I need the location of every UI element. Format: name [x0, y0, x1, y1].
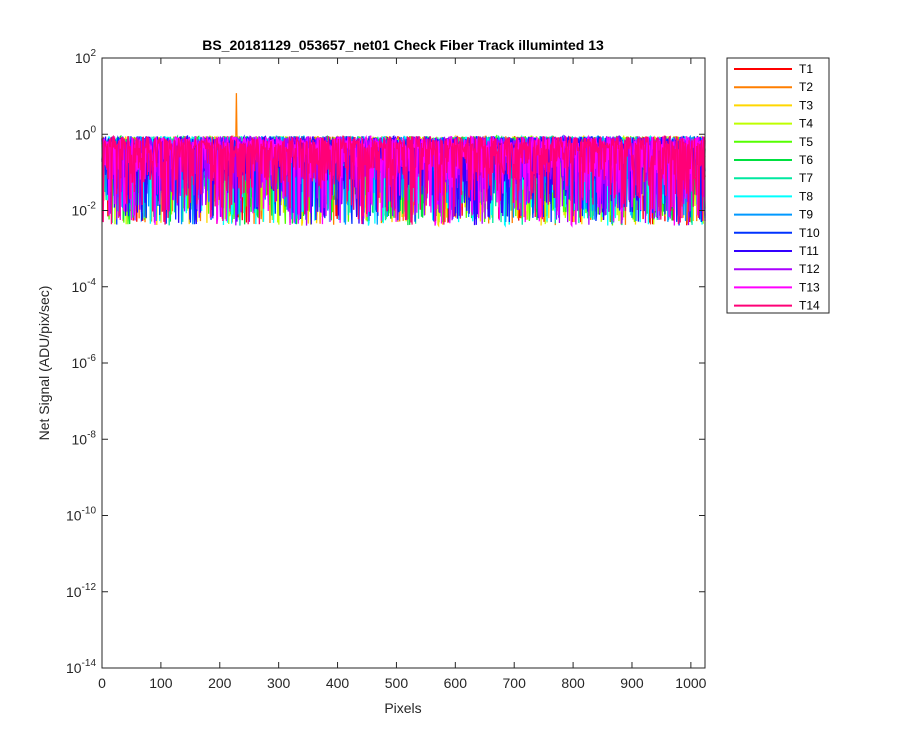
- y-tick-label: 10-12: [66, 582, 96, 600]
- legend-label: T5: [799, 135, 813, 149]
- y-tick-base: 10: [72, 355, 88, 371]
- x-tick-label: 0: [98, 675, 106, 691]
- y-tick-label: 10-14: [66, 658, 96, 676]
- y-tick-exponent: -14: [82, 658, 97, 669]
- x-tick-label: 600: [444, 675, 468, 691]
- legend: T1 T2 T3 T4 T5 T6 T7 T8 T9 T10 T11 T12 T13 T14: [726, 57, 830, 314]
- series-line-t14: [101, 134, 706, 225]
- legend-label: T11: [799, 244, 819, 258]
- y-tick-label: 102: [75, 48, 97, 66]
- legend-label: T10: [799, 226, 820, 240]
- legend-label: T14: [799, 299, 820, 313]
- legend-label: T7: [799, 171, 813, 185]
- y-tick-base: 10: [66, 584, 82, 600]
- y-tick-exponent: -2: [87, 201, 96, 212]
- x-axis-label: Pixels: [384, 700, 421, 716]
- legend-label: T8: [799, 189, 813, 203]
- y-tick-base: 10: [66, 660, 82, 676]
- x-tick-label: 100: [149, 675, 173, 691]
- x-axis: 0 100 200 300 400 500 600 700 800 900 1000: [98, 58, 707, 691]
- y-tick-label: 10-8: [72, 429, 97, 447]
- legend-label: T3: [799, 98, 813, 112]
- y-tick-label: 100: [75, 124, 97, 142]
- x-tick-label: 900: [620, 675, 644, 691]
- y-tick-label: 10-10: [66, 506, 96, 524]
- x-tick-label: 500: [385, 675, 409, 691]
- legend-items: T1 T2 T3 T4 T5 T6 T7 T8 T9 T10 T11 T12 T13 T14: [734, 62, 820, 313]
- x-tick-label: 200: [208, 675, 232, 691]
- y-tick-base: 10: [72, 203, 88, 219]
- y-tick-base: 10: [66, 508, 82, 524]
- y-tick-base: 10: [75, 126, 91, 142]
- y-axis-label: Net Signal (ADU/pix/sec): [36, 286, 52, 441]
- y-tick-label: 10-2: [72, 201, 97, 219]
- legend-box: [726, 57, 830, 314]
- y-tick-base: 10: [72, 431, 88, 447]
- x-tick-label: 700: [503, 675, 527, 691]
- x-tick-label: 300: [267, 675, 291, 691]
- legend-label: T4: [799, 117, 813, 131]
- y-tick-label: 10-4: [72, 277, 97, 295]
- legend-label: T6: [799, 153, 813, 167]
- y-tick-base: 10: [72, 279, 88, 295]
- y-tick-exponent: -8: [87, 429, 96, 440]
- y-tick-base: 10: [75, 50, 91, 66]
- y-tick-exponent: -4: [87, 277, 96, 288]
- legend-label: T12: [799, 262, 820, 276]
- legend-label: T1: [799, 62, 813, 76]
- x-tick-label: 800: [561, 675, 585, 691]
- chart-title: BS_20181129_053657_net01 Check Fiber Tra…: [202, 37, 604, 53]
- x-tick-label: 400: [326, 675, 350, 691]
- legend-label: T13: [799, 280, 820, 294]
- y-tick-label: 10-6: [72, 353, 97, 371]
- y-tick-exponent: -10: [82, 506, 97, 517]
- series-layer: [101, 93, 706, 228]
- x-tick-label: 1000: [675, 675, 706, 691]
- y-tick-exponent: -6: [87, 353, 96, 364]
- legend-label: T2: [799, 80, 813, 94]
- y-tick-exponent: 0: [90, 124, 96, 135]
- legend-label: T9: [799, 208, 813, 222]
- y-tick-exponent: 2: [90, 48, 96, 59]
- y-tick-exponent: -12: [82, 582, 97, 593]
